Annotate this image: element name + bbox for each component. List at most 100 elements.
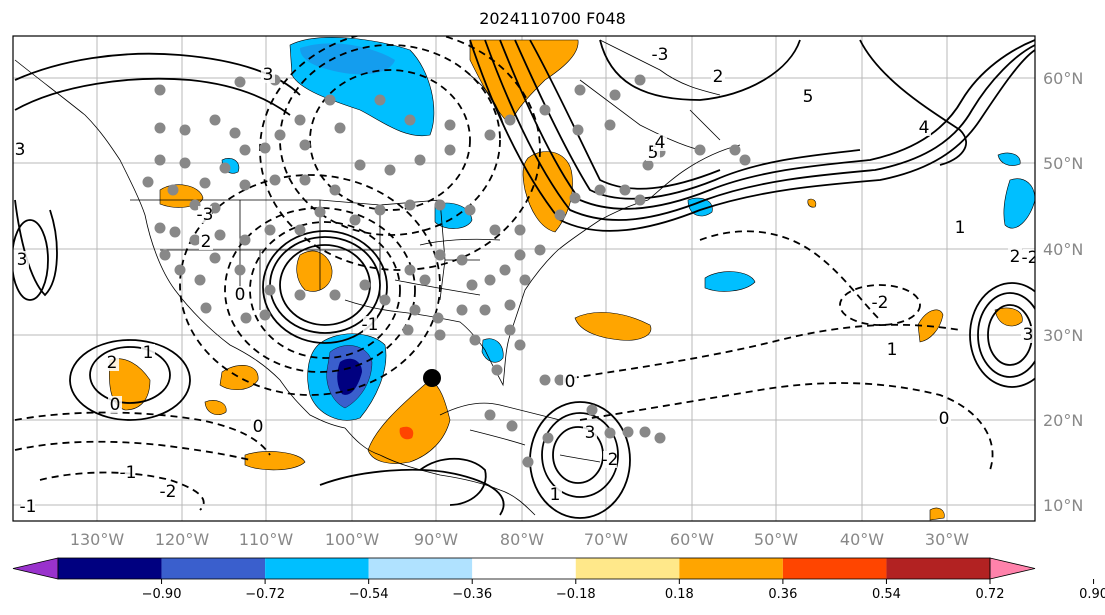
station-dot — [634, 194, 646, 206]
station-dot — [299, 139, 311, 151]
colorbar-segment — [679, 558, 783, 579]
contour-label: 4 — [919, 118, 930, 138]
strong-positive-core — [399, 426, 414, 440]
longitude-tick-label: 80°W — [500, 530, 544, 549]
contour-dashed — [179, 174, 441, 396]
contour-label: 2 — [1010, 247, 1021, 267]
station-dot — [572, 124, 584, 136]
station-dot — [479, 304, 491, 316]
station-dot — [314, 206, 326, 218]
map-title: 2024110700 F048 — [479, 9, 626, 28]
positive-anomaly-region — [244, 451, 306, 471]
colorbar-tick-label: 0.18 — [665, 587, 694, 602]
contour-solid — [529, 39, 721, 190]
negative-anomaly-region — [481, 338, 504, 363]
contour-label-bg — [603, 451, 617, 468]
contour-label: 2 — [201, 232, 212, 252]
station-dot — [294, 114, 306, 126]
colorbar-segment — [886, 558, 990, 579]
longitude-tick-label: 60°W — [670, 530, 714, 549]
station-dot — [464, 204, 476, 216]
colorbar-segment — [472, 558, 576, 579]
station-dot — [259, 309, 271, 321]
station-dot — [594, 184, 606, 196]
contour-label: 0 — [939, 409, 950, 429]
station-dot — [234, 76, 246, 88]
contour-label-bg — [21, 498, 35, 515]
contour-label-bg — [15, 251, 29, 268]
shaded-regions — [109, 37, 1035, 521]
contour-dashed — [839, 284, 921, 326]
longitude-tick-label: 120°W — [155, 530, 210, 549]
positive-anomaly-region — [574, 312, 652, 341]
station-dot — [294, 224, 306, 236]
station-dot — [374, 94, 386, 106]
contour-label: -1 — [120, 463, 137, 483]
station-dot — [349, 214, 361, 226]
contour-label-bg — [233, 286, 247, 303]
positive-anomaly-region — [929, 507, 945, 521]
station-dot — [622, 426, 634, 438]
contour-solid — [977, 292, 1035, 378]
station-dot — [194, 274, 206, 286]
station-dot — [274, 129, 286, 141]
station-dot — [434, 199, 446, 211]
contour-label-bg — [1023, 249, 1035, 266]
colorbar-segment — [575, 558, 680, 579]
latitude-tick-label: 40°N — [1043, 240, 1083, 259]
station-dot — [489, 224, 501, 236]
station-dot — [299, 174, 311, 186]
contour-solid — [319, 468, 505, 516]
colorbar-outline — [57, 557, 991, 580]
station-dot — [264, 224, 276, 236]
station-dot — [209, 202, 221, 214]
station-dot — [519, 274, 531, 286]
station-dot — [240, 312, 252, 324]
station-dot — [142, 176, 154, 188]
station-dot — [586, 404, 598, 416]
station-dot — [402, 324, 414, 336]
station-dot — [506, 420, 518, 432]
contour-label: 1 — [550, 485, 561, 505]
station-dot — [199, 177, 211, 189]
station-dot — [294, 289, 306, 301]
station-dot — [354, 159, 366, 171]
station-dot — [239, 179, 251, 191]
station-dot — [739, 154, 751, 166]
latitude-tick-label: 10°N — [1043, 496, 1083, 515]
contour-label-bg — [653, 46, 667, 63]
contour-solid — [89, 346, 171, 404]
station-dot — [554, 209, 566, 221]
station-markers — [142, 74, 751, 468]
colorbar-tick-label: −0.18 — [556, 587, 596, 602]
station-dot — [484, 409, 496, 421]
latitude-tick-label: 30°N — [1043, 326, 1083, 345]
colorbar-segment — [368, 558, 473, 579]
contour-label: -3 — [197, 205, 214, 225]
contour-label-bg — [583, 424, 597, 441]
contour-solid — [69, 339, 191, 421]
colorbar-segment — [161, 558, 266, 579]
contour-label: -1 — [20, 497, 37, 517]
station-dot — [359, 279, 371, 291]
station-dot — [654, 432, 666, 444]
station-dot — [414, 154, 426, 166]
station-dot — [444, 144, 456, 156]
station-dot — [499, 264, 511, 276]
station-dot — [179, 157, 191, 169]
latitude-tick-label: 20°N — [1043, 411, 1083, 430]
station-dot — [634, 74, 646, 86]
contour-solid — [14, 77, 291, 116]
station-dot — [456, 304, 468, 316]
contour-label: 3 — [17, 250, 28, 270]
contour-label: -2 — [602, 450, 619, 470]
contour-label-bg — [953, 219, 967, 236]
station-dot — [444, 119, 456, 131]
colorbar-right-extend — [989, 557, 1036, 580]
contour-solid — [859, 39, 967, 166]
colorbar-tick-label: 0.72 — [976, 587, 1005, 602]
contour-label: 2 — [107, 353, 118, 373]
negative-anomaly-region — [704, 271, 756, 292]
contour-dashed — [309, 69, 471, 211]
contour-dashed — [699, 230, 881, 321]
